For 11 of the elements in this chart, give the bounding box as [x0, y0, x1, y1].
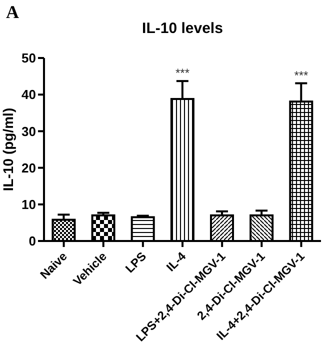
y-tick-label: 10 [22, 197, 36, 212]
annotation: *** [175, 66, 190, 80]
y-tick-label: 40 [22, 87, 36, 102]
chart-title: IL-10 levels [141, 20, 224, 37]
annotation: *** [294, 68, 309, 82]
y-axis-title: IL-10 (pg/ml) [0, 108, 16, 192]
y-tick-label: 0 [28, 234, 36, 249]
text: A [6, 2, 19, 23]
y-tick-label: 50 [22, 50, 36, 66]
y-tick-label: 20 [22, 160, 36, 176]
y-tick-label: 30 [22, 124, 36, 139]
